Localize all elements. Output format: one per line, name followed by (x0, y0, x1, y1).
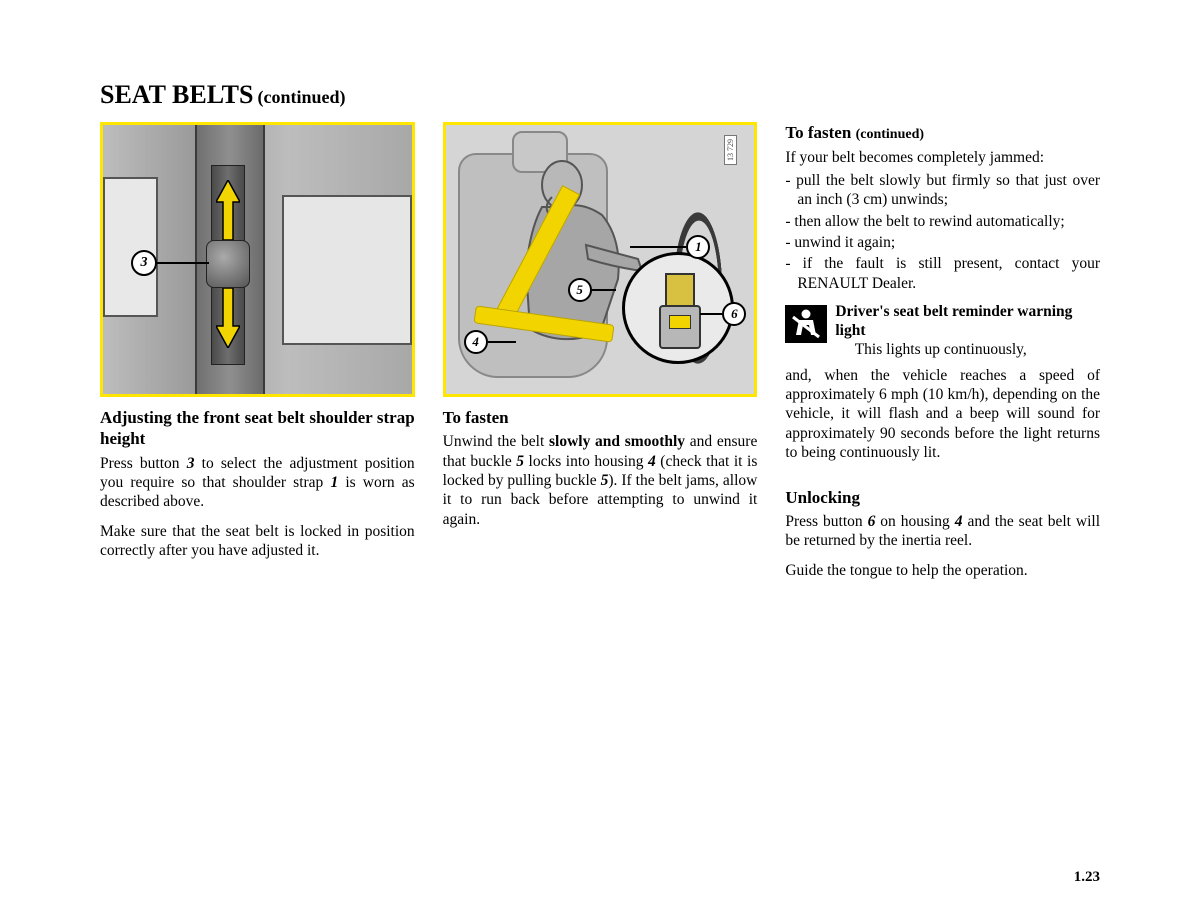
col2-subhead: To fasten (443, 407, 758, 428)
page-title-continued: (continued) (257, 87, 345, 107)
warning-block: Driver's seat belt reminder warning ligh… (785, 303, 1100, 360)
col1-para-2: Make sure that the seat belt is locked i… (100, 522, 415, 561)
callout-5: 5 (568, 278, 592, 302)
unlocking-para-1: Press button 6 on housing 4 and the seat… (785, 512, 1100, 551)
col2-para-1: Unwind the belt slowly and smoothly and … (443, 432, 758, 529)
col3-bullets: pull the belt slowly but firmly so that … (785, 171, 1100, 293)
page-number: 1.23 (1074, 869, 1100, 886)
callout-3-label: 3 (131, 250, 157, 276)
unlocking-head: Unlocking (785, 487, 1100, 508)
column-3: To fasten (continued) If your belt becom… (785, 122, 1100, 590)
callout-6: 6 (722, 302, 746, 326)
figure-tag: 13 729 (724, 135, 737, 165)
callout-4: 4 (464, 330, 488, 354)
arrow-down-icon (216, 288, 240, 348)
page-title: SEAT BELTS (100, 80, 253, 109)
callout-3: 3 (131, 250, 209, 276)
seatbelt-warning-icon (785, 305, 827, 343)
list-item: unwind it again; (785, 233, 1100, 252)
list-item: pull the belt slowly but firmly so that … (785, 171, 1100, 210)
page-title-row: SEAT BELTS (continued) (100, 80, 1100, 110)
list-item: then allow the belt to rewind automatica… (785, 212, 1100, 231)
warning-lead: This lights up continuously, (835, 341, 1026, 358)
figure-fasten: 1 4 5 6 13 729 (443, 122, 758, 397)
list-item: if the fault is still present, contact y… (785, 254, 1100, 293)
callout-1: 1 (686, 235, 710, 259)
column-2: 1 4 5 6 13 729 To fasten Unwind the b (443, 122, 758, 590)
col1-subhead: Adjusting the front seat belt shoulder s… (100, 407, 415, 450)
col3-intro: If your belt becomes completely jammed: (785, 148, 1100, 167)
unlocking-para-2: Guide the tongue to help the operation. (785, 561, 1100, 580)
warning-heading: Driver's seat belt reminder warning ligh… (835, 303, 1072, 339)
page: SEAT BELTS (continued) (0, 0, 1200, 916)
col3-subhead: To fasten (continued) (785, 122, 1100, 144)
figure-adjust-height: 3 (100, 122, 415, 397)
arrow-up-icon (216, 180, 240, 240)
buckle-detail (622, 252, 734, 364)
column-1: 3 Adjusting the front seat belt shoulder… (100, 122, 415, 590)
warning-body: and, when the vehicle reaches a speed of… (785, 366, 1100, 463)
columns: 3 Adjusting the front seat belt shoulder… (100, 122, 1100, 590)
col1-para-1: Press button 3 to select the adjustment … (100, 454, 415, 512)
